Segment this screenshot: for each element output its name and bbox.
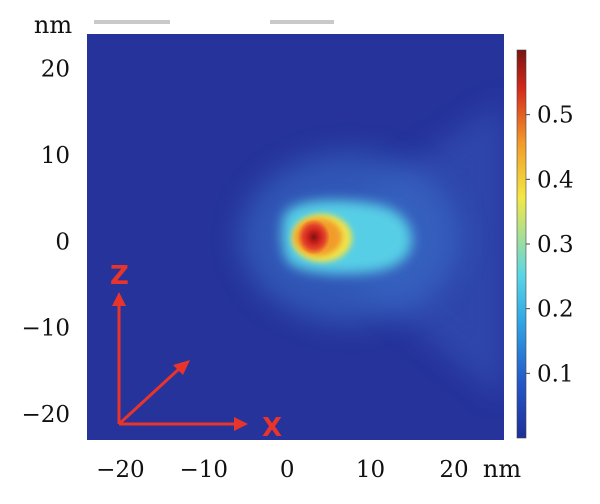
x-tick-label: 20 bbox=[439, 457, 468, 483]
colorbar-tick-label: 0.4 bbox=[537, 167, 574, 193]
z-axis-arrowhead bbox=[112, 292, 126, 306]
colorbar-tick-labels: 0.5 0.4 0.3 0.2 0.1 bbox=[526, 103, 574, 387]
y-tick-label: 10 bbox=[41, 143, 70, 169]
colorbar-tick-label: 0.1 bbox=[537, 361, 574, 387]
y-tick-label: 20 bbox=[41, 57, 70, 83]
coordinate-axes-indicator: Z X bbox=[110, 261, 282, 443]
depth-axis-arrow bbox=[117, 366, 182, 426]
panel-header-strip-right bbox=[270, 20, 334, 24]
colorbar-tick-label: 0.2 bbox=[537, 297, 574, 323]
x-axis-arrowhead bbox=[234, 417, 248, 431]
panel-header-strip-left bbox=[94, 20, 170, 24]
y-tick-label: −20 bbox=[21, 402, 70, 428]
y-tick-label: 0 bbox=[55, 229, 70, 255]
z-axis-label: Z bbox=[110, 261, 129, 291]
x-tick-label: 0 bbox=[280, 457, 295, 483]
y-axis-tick-labels: 20 10 0 −10 −20 bbox=[21, 57, 70, 429]
colorbar-tick-label: 0.3 bbox=[537, 232, 574, 258]
colorbar bbox=[516, 49, 527, 439]
y-axis-unit: nm bbox=[34, 11, 72, 39]
colorbar-tick-label: 0.5 bbox=[537, 103, 574, 129]
x-tick-label: 10 bbox=[356, 457, 385, 483]
x-axis-unit: nm bbox=[483, 455, 521, 483]
x-axis-label: X bbox=[262, 413, 282, 443]
depth-axis-arrowhead bbox=[173, 360, 190, 375]
field-red-core bbox=[298, 220, 330, 254]
heatmap-panel bbox=[87, 34, 504, 440]
x-tick-label: −20 bbox=[96, 457, 145, 483]
x-axis-tick-labels: −20 −10 0 10 20 bbox=[96, 457, 469, 483]
y-tick-label: −10 bbox=[21, 316, 70, 342]
x-tick-label: −10 bbox=[179, 457, 228, 483]
